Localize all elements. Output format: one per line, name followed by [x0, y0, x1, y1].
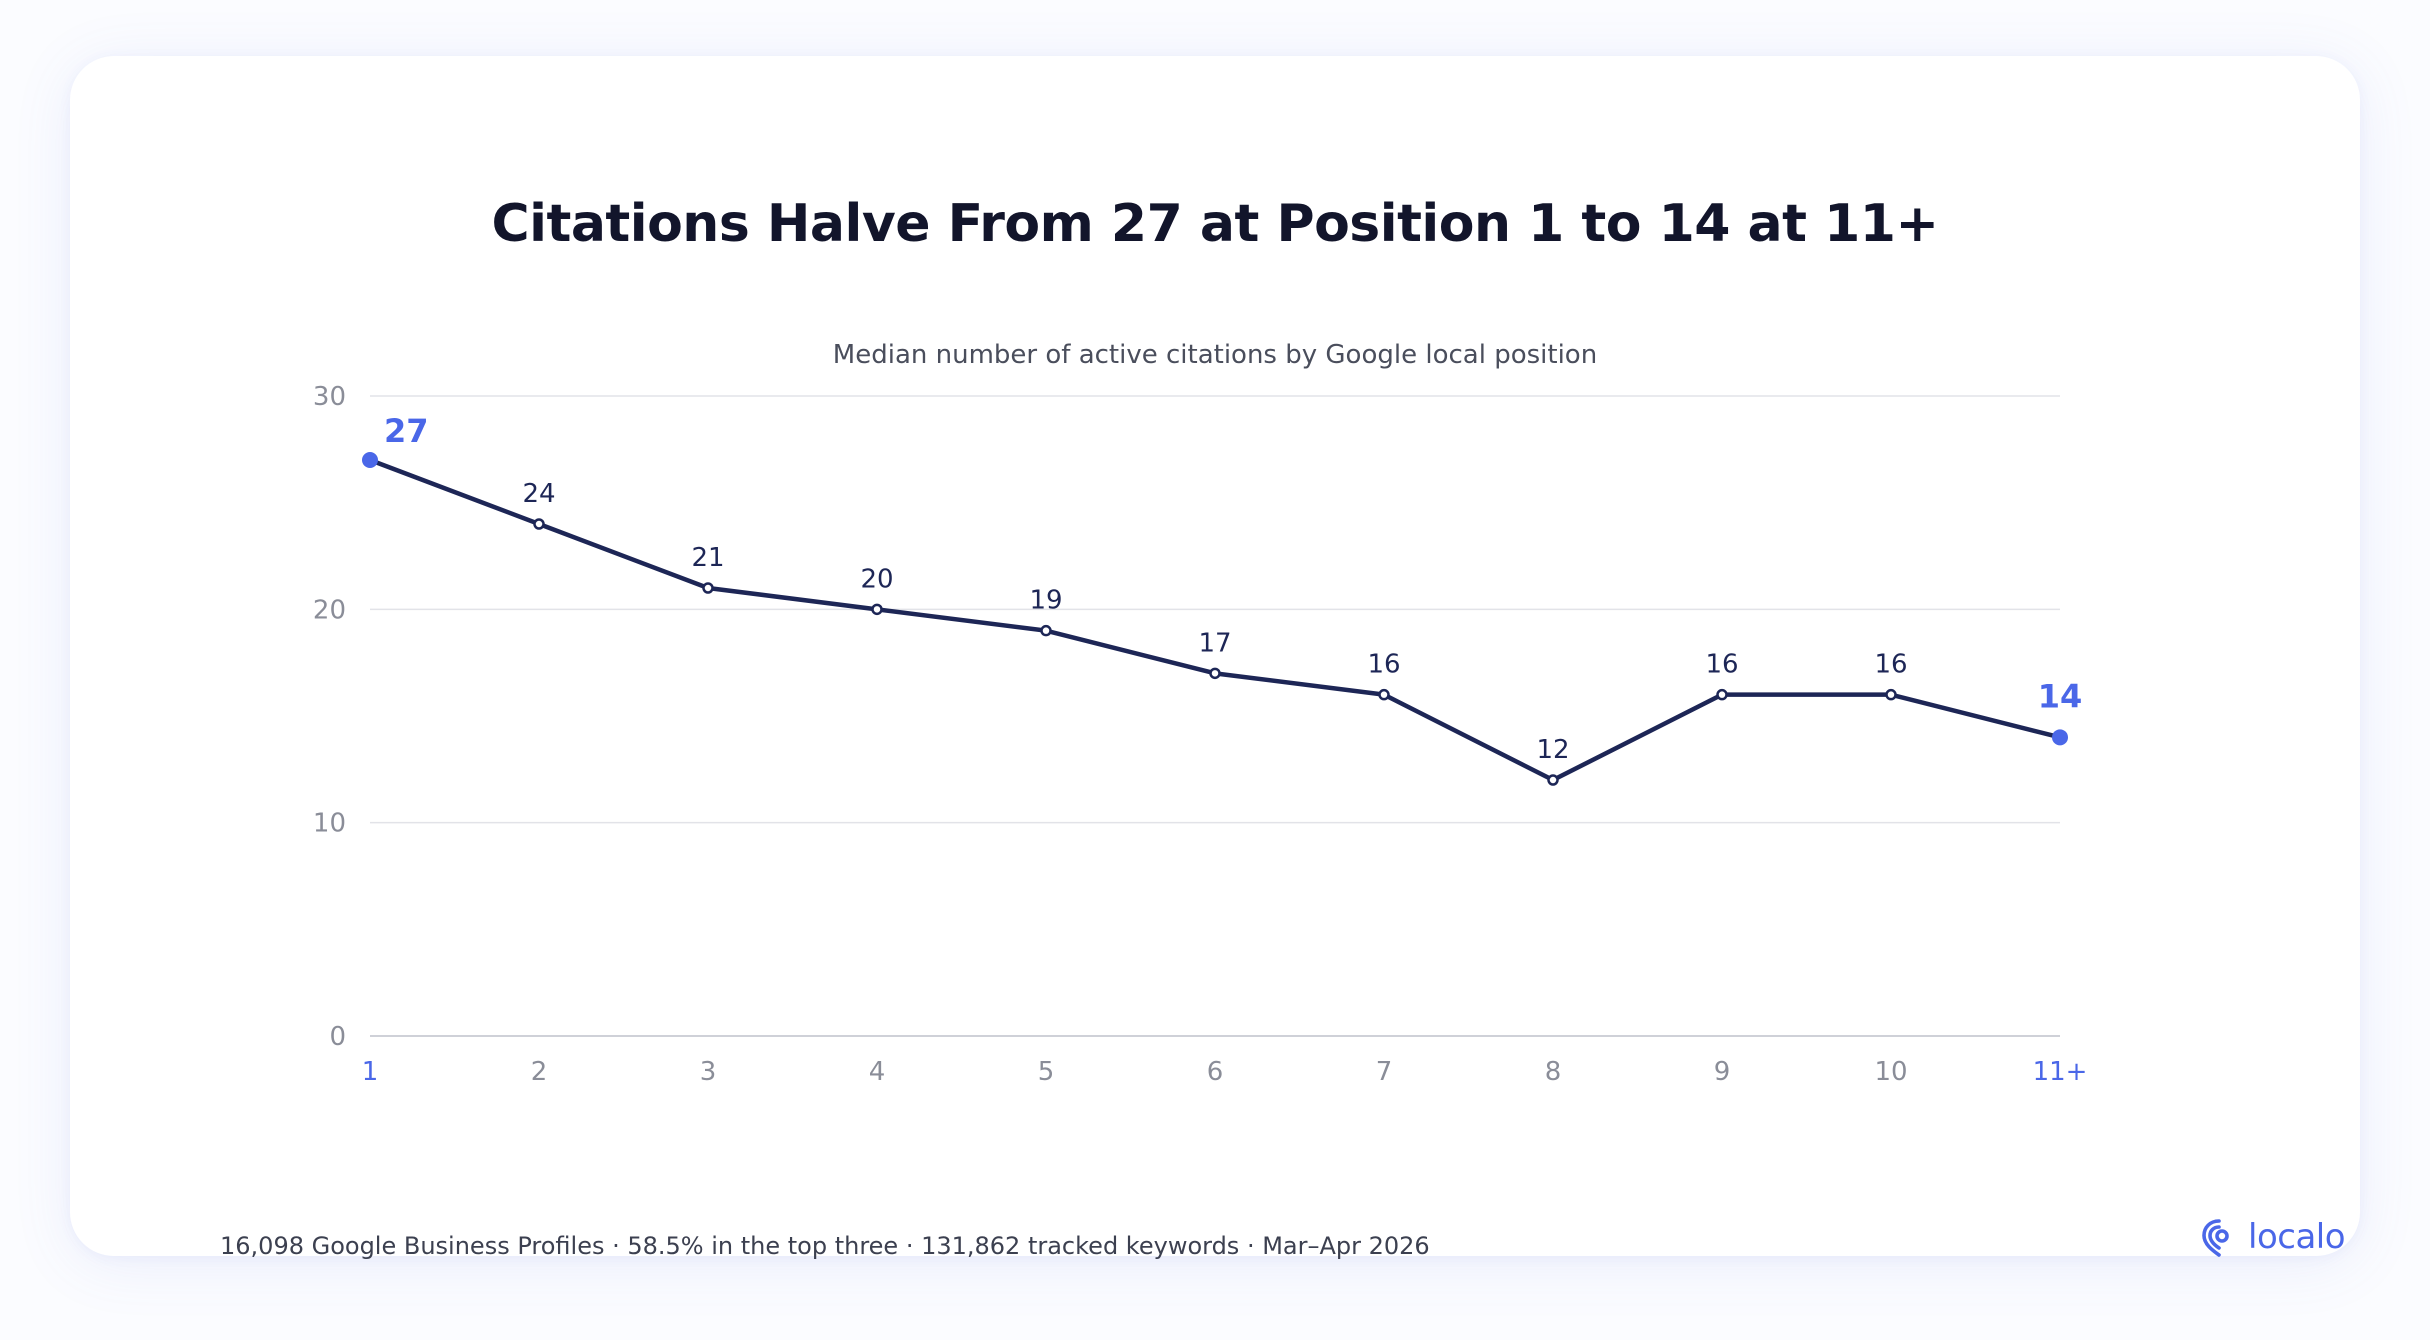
- x-tick-label: 3: [700, 1057, 717, 1087]
- data-point: [533, 518, 545, 530]
- data-label: 20: [860, 564, 893, 594]
- y-tick-label: 0: [329, 1022, 346, 1052]
- data-labels: 27 24 21 20 19 17 16 12 16 16 14: [384, 412, 2082, 765]
- data-point-highlight: [2052, 729, 2068, 746]
- data-label: 19: [1029, 586, 1062, 616]
- data-point: [702, 582, 714, 594]
- data-label: 16: [1705, 650, 1738, 680]
- x-tick-label: 9: [1714, 1057, 1731, 1087]
- data-point: [1547, 774, 1559, 786]
- data-label: 14: [2038, 677, 2083, 715]
- gridlines: [370, 395, 2060, 1037]
- x-tick-label: 2: [531, 1057, 548, 1087]
- series-polyline: [367, 457, 2063, 783]
- data-point: [1885, 688, 1897, 701]
- data-point-highlight: [362, 452, 378, 468]
- y-tick-label: 20: [313, 595, 346, 625]
- data-point: [1378, 688, 1390, 701]
- data-label: 16: [1367, 650, 1400, 680]
- x-tick-label: 8: [1545, 1057, 1562, 1087]
- chart-title: Citations Halve From 27 at Position 1 to…: [491, 194, 1939, 254]
- x-tick-label: 7: [1376, 1057, 1393, 1087]
- y-tick-label: 10: [313, 809, 346, 839]
- data-label: 21: [691, 543, 724, 573]
- x-tick-label: 6: [1207, 1057, 1224, 1087]
- x-tick-label: 1: [362, 1057, 379, 1087]
- x-tick-label: 11+: [2033, 1057, 2088, 1087]
- data-point: [1209, 667, 1221, 680]
- localo-location-pin-icon: [2202, 1219, 2229, 1257]
- data-label: 24: [522, 479, 555, 509]
- data-label: 16: [1874, 650, 1907, 680]
- data-points: [362, 452, 2068, 786]
- chart-subtitle: Median number of active citations by Goo…: [832, 340, 1598, 370]
- chart-card: 0 10 20 30 1 2 3 4 5 6 7 8 9 10 11+ 27 24 21 20 19 17 16 12 1…: [70, 56, 2360, 1260]
- data-point: [1040, 624, 1052, 637]
- x-tick-label: 4: [869, 1057, 886, 1087]
- x-tick-label: 10: [1874, 1057, 1907, 1087]
- x-axis-tick-labels: 1 2 3 4 5 6 7 8 9 10 11+: [362, 1057, 2088, 1087]
- data-point: [1716, 688, 1728, 701]
- footnote: 16,098 Google Business Profiles · 58.5% …: [220, 1232, 1430, 1260]
- y-tick-label: 30: [313, 382, 346, 412]
- series-line: [367, 457, 2063, 783]
- data-label: 27: [384, 412, 429, 450]
- data-label: 12: [1536, 735, 1569, 765]
- data-label: 17: [1198, 628, 1231, 658]
- y-axis-tick-labels: 0 10 20 30: [313, 382, 346, 1052]
- brand-name: localo: [2248, 1217, 2346, 1257]
- brand-logo[interactable]: localo: [2198, 1216, 2346, 1258]
- x-tick-label: 5: [1038, 1057, 1055, 1087]
- data-point: [871, 603, 883, 616]
